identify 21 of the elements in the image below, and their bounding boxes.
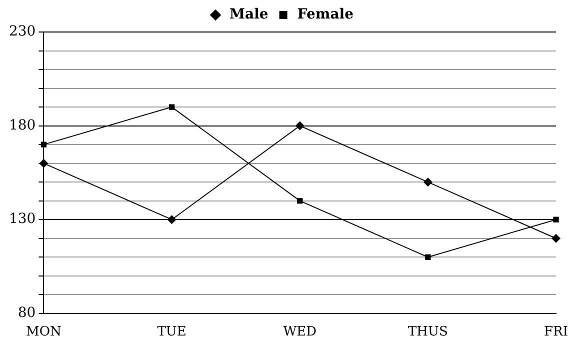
x-tick-label: MON [26, 324, 62, 340]
x-tick-label: WED [283, 324, 316, 340]
point [295, 121, 304, 130]
point [297, 198, 303, 204]
y-tick-label: 180 [8, 117, 36, 134]
point [425, 254, 431, 260]
y-tick-label: 130 [8, 211, 36, 228]
y-tick-label: 80 [18, 305, 36, 322]
point [39, 158, 48, 168]
point [423, 178, 432, 187]
x-tick-label: THUS [408, 324, 448, 340]
point [167, 215, 176, 224]
legend-label: Male [230, 6, 268, 23]
point [40, 142, 47, 148]
legend-label: Female [297, 6, 354, 23]
x-tick-label: FRI [544, 324, 568, 340]
x-tick-label: TUE [157, 324, 186, 340]
point [168, 104, 175, 110]
point [552, 234, 560, 243]
y-tick-label: 230 [8, 24, 36, 40]
point [553, 216, 559, 222]
